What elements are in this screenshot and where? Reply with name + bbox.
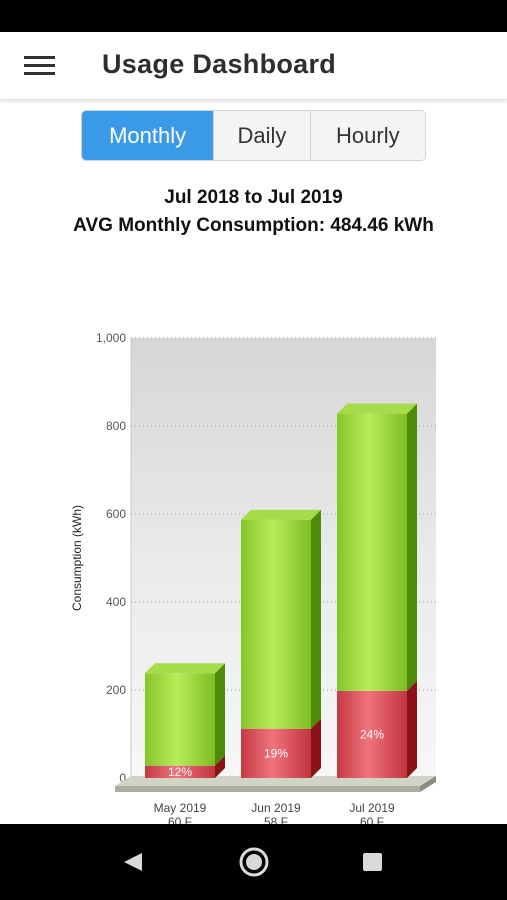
period-segmented-control: Monthly Daily Hourly	[81, 110, 426, 161]
x-tick-label: Jun 2019	[251, 801, 301, 815]
bar-segment-upper	[241, 519, 311, 729]
back-button[interactable]	[114, 847, 154, 877]
home-circle-icon	[239, 847, 269, 877]
avg-consumption: AVG Monthly Consumption: 484.46 kWh	[64, 212, 444, 240]
bar-segment-lower-side	[215, 755, 225, 778]
x-tick-temperature-label: 58 F	[264, 815, 288, 824]
hamburger-menu-icon	[24, 56, 55, 75]
bar-top-face	[241, 509, 321, 520]
y-tick-label: 400	[106, 595, 126, 609]
y-axis-title: Consumption (kWh)	[70, 505, 84, 611]
chart-floor-side	[420, 776, 436, 792]
page-title: Usage Dashboard	[102, 49, 337, 79]
app-screen: Usage Dashboard Monthly Daily Hourly Jul…	[0, 32, 507, 824]
app-bar: Usage Dashboard	[0, 32, 507, 100]
y-tick-label: 200	[106, 683, 126, 697]
bar-segment-lower	[145, 765, 215, 778]
y-tick-label: 0	[119, 771, 126, 785]
bar-segment-upper-side	[407, 403, 417, 691]
y-tick-label: 1,000	[96, 331, 126, 345]
summary-info: Jul 2018 to Jul 2019 AVG Monthly Consump…	[0, 184, 507, 240]
home-button[interactable]	[234, 847, 274, 877]
chart-floor-top	[115, 776, 436, 786]
bar-percent-label: 24%	[360, 727, 384, 741]
bar-segment-upper	[145, 673, 215, 766]
bar-top-face	[337, 403, 417, 414]
y-tick-label: 800	[106, 419, 126, 433]
bar-percent-label: 19%	[264, 746, 288, 760]
recents-button[interactable]	[353, 847, 393, 877]
period-range: Jul 2018 to Jul 2019	[164, 187, 343, 208]
bar-segment-lower	[337, 690, 407, 778]
system-nav-bar	[0, 824, 507, 900]
x-tick-temperature-label: 60 F	[360, 815, 384, 824]
menu-button[interactable]	[14, 46, 66, 86]
tab-hourly[interactable]: Hourly	[310, 111, 425, 160]
bar-segment-upper	[337, 413, 407, 691]
tab-monthly[interactable]: Monthly	[82, 111, 215, 160]
avg-consumption-unit: kWh	[393, 215, 434, 236]
bar-top-face	[145, 663, 225, 674]
consumption-chart: 0 200 400 600 800 1,000 Consumption (kWh) 12% Ma…	[70, 331, 436, 824]
y-tick-label: 600	[106, 507, 126, 521]
bar-segment-lower-side	[407, 680, 417, 778]
bar-segment-lower	[241, 728, 311, 778]
avg-consumption-value: 484.46	[330, 215, 389, 236]
x-tick-label: May 2019	[154, 801, 207, 815]
bar-segment-upper-side	[215, 663, 225, 766]
x-tick-temperature-label: 60 F	[168, 815, 192, 824]
recents-square-icon	[363, 853, 382, 871]
chart-floor-front	[115, 786, 420, 792]
status-bar	[0, 0, 507, 32]
tab-daily[interactable]: Daily	[214, 111, 311, 160]
bar-segment-lower-side	[311, 718, 321, 778]
avg-consumption-label: AVG Monthly Consumption:	[73, 215, 326, 236]
back-triangle-icon	[124, 853, 142, 871]
x-tick-label: Jul 2019	[349, 801, 395, 815]
bar-percent-label: 12%	[168, 765, 192, 779]
bar-segment-upper-side	[311, 509, 321, 729]
